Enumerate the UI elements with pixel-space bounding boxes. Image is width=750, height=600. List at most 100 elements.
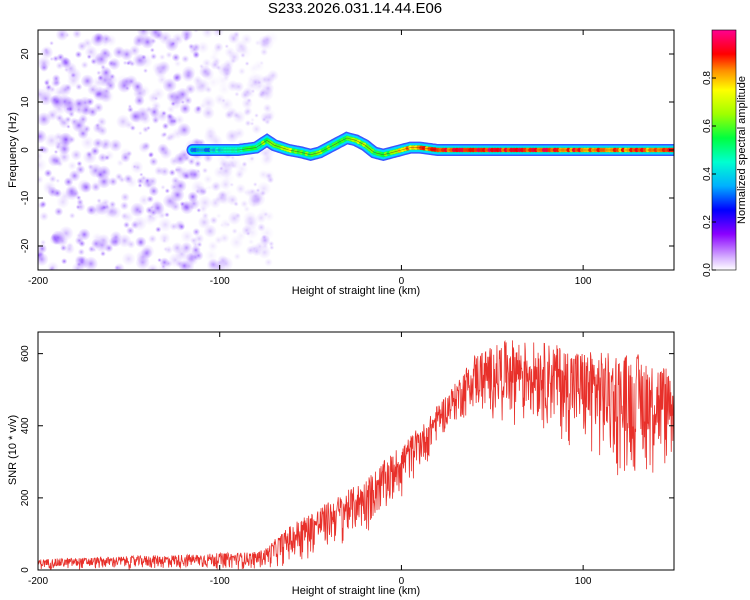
noise-blob (260, 226, 274, 240)
noise-blob (180, 230, 194, 243)
noise-blob (97, 74, 104, 82)
top-y-axis-label: Frequency (Hz) (7, 112, 19, 188)
noise-blob (96, 198, 102, 204)
noise-blob (224, 110, 234, 120)
noise-blob (233, 127, 245, 139)
noise-blob (77, 41, 87, 51)
noise-blob (135, 236, 147, 248)
noise-blob (250, 244, 259, 253)
noise-blob (115, 173, 123, 181)
noise-blob (49, 175, 57, 183)
noise-blob (120, 48, 133, 61)
noise-blob (100, 64, 106, 70)
noise-blob (174, 167, 179, 172)
noise-blob (138, 194, 150, 206)
noise-blob (259, 190, 266, 197)
noise-blob (150, 53, 157, 60)
noise-blob (39, 200, 47, 208)
noise-blob (205, 249, 218, 262)
noise-blob (218, 190, 228, 200)
noise-blob (104, 150, 115, 161)
noise-blob (162, 122, 169, 130)
noise-blob (77, 248, 85, 256)
noise-blob (88, 245, 95, 253)
top-x-tick-label: -200 (28, 276, 48, 287)
noise-blob (40, 46, 54, 59)
noise-blob (100, 142, 109, 151)
noise-blob (258, 39, 270, 50)
noise-blob (71, 149, 82, 161)
noise-blob (164, 188, 170, 194)
noise-blob (268, 241, 275, 247)
noise-blob (224, 47, 236, 58)
noise-blob (87, 106, 98, 117)
noise-blob (132, 216, 147, 231)
noise-blob (198, 216, 211, 229)
noise-blob (245, 226, 259, 239)
noise-blob (203, 174, 213, 184)
noise-blob (202, 58, 212, 68)
noise-blob (217, 254, 228, 265)
noise-blob (192, 241, 199, 248)
noise-blob (259, 88, 267, 97)
noise-blob (132, 53, 147, 68)
noise-blob (174, 60, 182, 68)
bottom-x-axis-label: Height of straight line (km) (292, 585, 420, 597)
noise-blob (231, 228, 238, 235)
colorbar-label: Normalized spectral amplitude (736, 76, 748, 224)
top-x-axis-label: Height of straight line (km) (292, 285, 420, 297)
noise-blob (95, 170, 105, 180)
noise-blob (134, 95, 145, 106)
noise-blob (125, 75, 138, 88)
bottom-y-tick-label: 0 (20, 567, 31, 573)
noise-blob (108, 58, 121, 70)
noise-blob (262, 170, 275, 182)
noise-blob (63, 177, 74, 187)
noise-blob (38, 112, 51, 127)
noise-blob (86, 54, 92, 60)
colorbar-frame (711, 29, 737, 271)
noise-blob (202, 167, 208, 174)
noise-blob (179, 103, 191, 115)
noise-blob (64, 116, 72, 123)
colorbar (712, 30, 736, 270)
noise-blob (260, 48, 268, 56)
noise-blob (152, 87, 165, 100)
noise-blob (40, 239, 46, 246)
noise-blob (120, 201, 129, 210)
noise-blob (264, 119, 271, 125)
noise-blob (93, 33, 104, 43)
noise-blob (251, 124, 262, 134)
noise-blob (61, 258, 68, 265)
noise-blob (45, 77, 51, 84)
chart-title: S233.2026.031.14.44.E06 (267, 0, 443, 17)
noise-blob (158, 217, 172, 232)
noise-blob (50, 94, 64, 109)
noise-blob (259, 60, 264, 66)
noise-blob (258, 246, 271, 259)
noise-blob (69, 212, 76, 219)
noise-blob (137, 209, 143, 215)
noise-blob (105, 80, 112, 87)
noise-blob (151, 201, 165, 215)
noise-blob (156, 61, 170, 75)
noise-blob (162, 78, 177, 93)
noise-blob (72, 30, 82, 39)
noise-blob (89, 203, 103, 217)
noise-blob (67, 161, 77, 171)
bottom-y-tick-label: 200 (20, 489, 31, 506)
noise-blob (138, 131, 143, 136)
noise-blob (178, 223, 185, 231)
noise-blob (140, 175, 147, 181)
noise-blob (253, 182, 258, 187)
noise-blob (76, 198, 84, 206)
noise-blob (193, 30, 199, 33)
noise-blob (212, 30, 224, 38)
noise-blob (209, 216, 218, 225)
noise-blob (160, 132, 167, 139)
noise-blob (58, 117, 67, 126)
noise-blob (75, 51, 82, 58)
noise-blob (250, 117, 255, 123)
noise-blob (109, 139, 122, 152)
noise-blob (49, 41, 54, 46)
